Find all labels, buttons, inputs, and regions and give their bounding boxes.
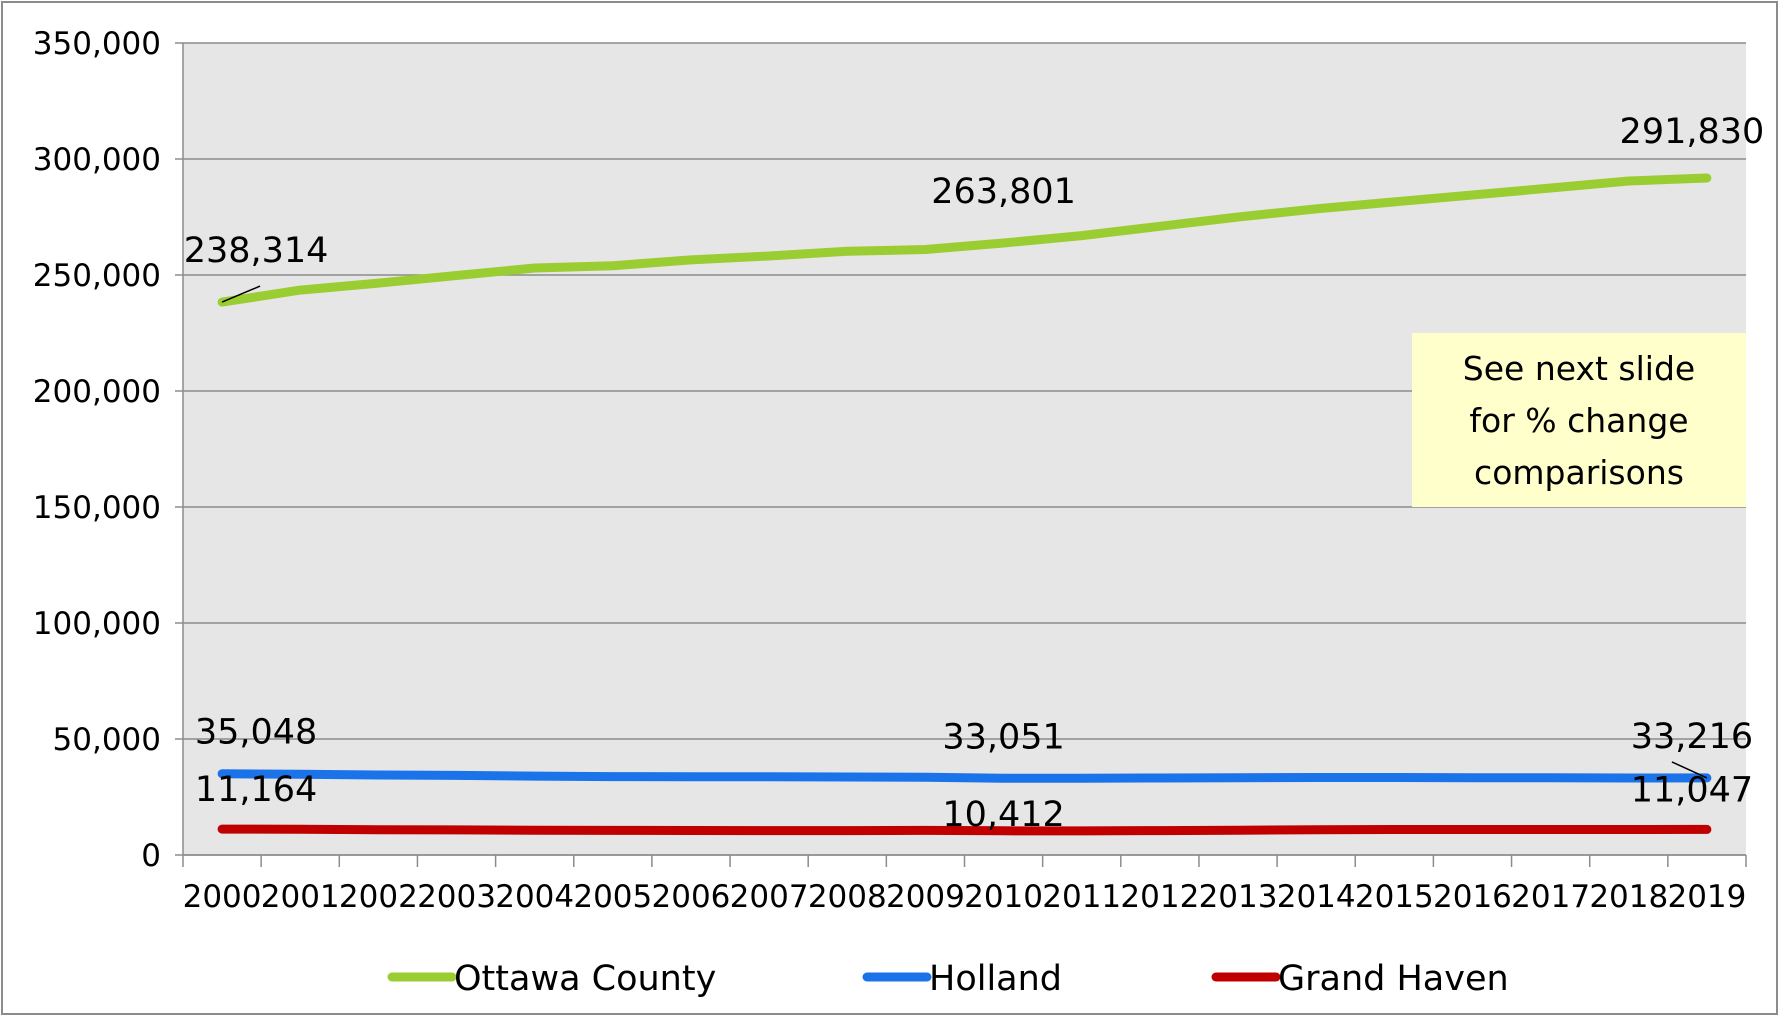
x-tick-label: 2016: [1433, 879, 1512, 915]
label-leader-line: [221, 285, 261, 303]
annotation-text: comparisons: [1474, 453, 1684, 492]
y-tick-label: 0: [141, 838, 161, 874]
legend-label: Holland: [929, 959, 1062, 999]
x-tick-label: 2009: [886, 879, 965, 915]
x-tick-label: 2017: [1511, 879, 1590, 915]
y-tick-label: 150,000: [33, 490, 161, 526]
label-leader-line: [1671, 761, 1708, 779]
x-tick-label: 2015: [1355, 879, 1434, 915]
data-label: 238,314: [184, 231, 329, 271]
legend-label: Ottawa County: [454, 959, 716, 999]
y-tick-label: 250,000: [33, 258, 161, 294]
data-label: 33,051: [942, 717, 1064, 757]
x-tick-label: 2004: [495, 879, 574, 915]
annotation-box: [1412, 333, 1746, 507]
data-label: 35,048: [195, 713, 317, 753]
data-label: 10,412: [942, 795, 1064, 835]
x-tick-label: 2006: [652, 879, 731, 915]
x-tick-label: 2013: [1199, 879, 1278, 915]
x-tick-label: 2007: [730, 879, 809, 915]
x-tick-label: 2008: [808, 879, 887, 915]
legend-label: Grand Haven: [1278, 959, 1509, 999]
series-line-ottawa-county: [217, 173, 1712, 307]
series-line-grand-haven: [217, 824, 1712, 836]
y-tick-label: 100,000: [33, 606, 161, 642]
data-label: 263,801: [931, 172, 1076, 212]
data-label: 11,047: [1631, 770, 1753, 810]
x-tick-label: 2018: [1589, 879, 1668, 915]
x-tick-label: 2012: [1120, 879, 1199, 915]
series-line-holland: [217, 769, 1712, 783]
data-label: 33,216: [1631, 717, 1753, 757]
y-tick-label: 300,000: [33, 142, 161, 178]
x-tick-label: 2000: [183, 879, 262, 915]
x-tick-label: 2011: [1042, 879, 1121, 915]
annotation-text: for % change: [1469, 401, 1688, 440]
data-label: 11,164: [195, 770, 317, 810]
annotation-text: See next slide: [1463, 349, 1695, 388]
y-tick-label: 200,000: [33, 374, 161, 410]
x-tick-label: 2003: [417, 879, 496, 915]
data-label: 291,830: [1620, 112, 1765, 152]
x-tick-label: 2019: [1667, 879, 1746, 915]
y-tick-label: 50,000: [53, 722, 161, 758]
y-tick-label: 350,000: [33, 26, 161, 62]
x-tick-label: 2005: [573, 879, 652, 915]
x-tick-label: 2002: [339, 879, 418, 915]
x-tick-label: 2014: [1277, 879, 1356, 915]
x-tick-label: 2001: [261, 879, 340, 915]
x-tick-label: 2010: [964, 879, 1043, 915]
